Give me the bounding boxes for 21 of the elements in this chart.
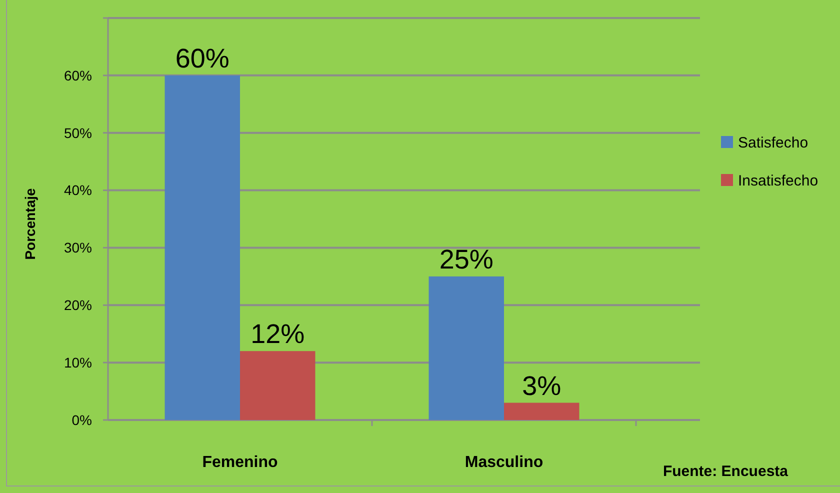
y-tick-label: 60%	[64, 67, 92, 84]
y-tick-label: 20%	[64, 297, 92, 314]
y-tick-label: 40%	[64, 182, 92, 198]
bar	[428, 276, 504, 420]
y-tick-label: 0%	[72, 412, 92, 428]
x-tick-label: Femenino	[202, 454, 278, 471]
y-tick-label: 10%	[64, 354, 92, 370]
data-label: 12%	[250, 319, 305, 350]
source-note: Fuente: Encuesta	[662, 463, 789, 480]
bar	[164, 75, 240, 420]
legend-label: Satisfecho	[738, 134, 808, 152]
bar	[504, 402, 580, 420]
data-label: 3%	[522, 370, 562, 401]
x-tick-label: Masculino	[464, 454, 544, 471]
bar	[240, 351, 316, 420]
y-axis-title: Porcentaje	[22, 188, 38, 260]
legend-label: Insatisfecho	[738, 172, 818, 190]
data-label: 60%	[175, 43, 230, 74]
y-tick-label: 30%	[64, 240, 92, 256]
y-tick-label: 50%	[64, 124, 92, 141]
data-label: 25%	[439, 244, 494, 274]
